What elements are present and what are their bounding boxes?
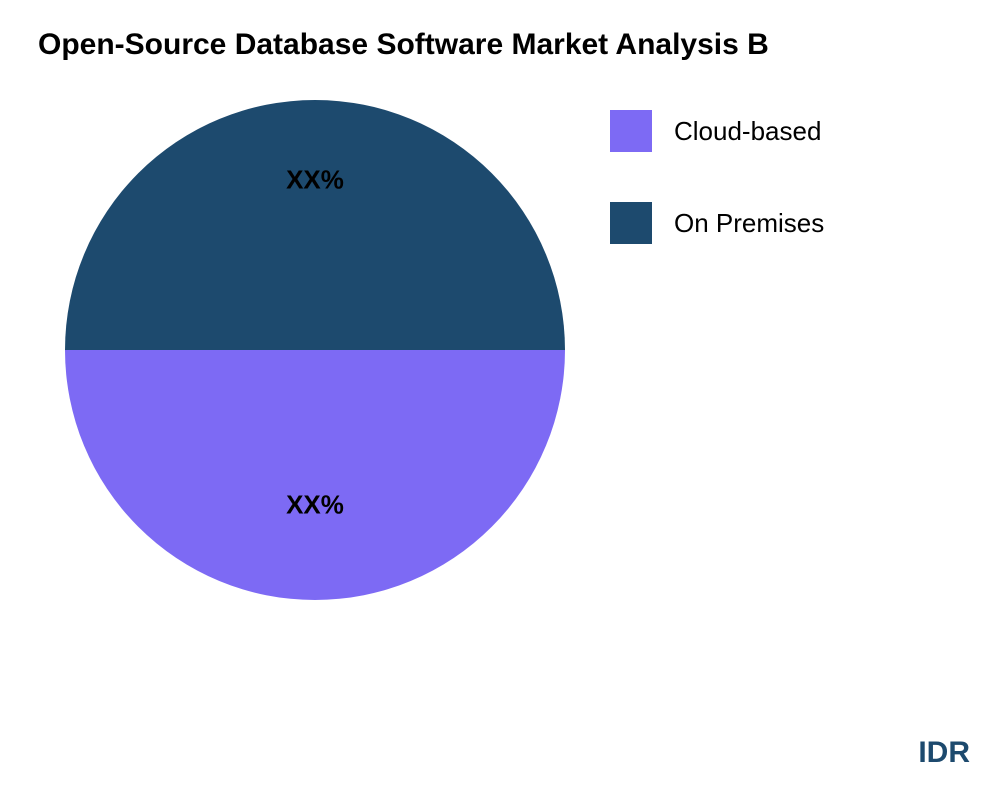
legend-swatch-1 bbox=[610, 202, 652, 244]
pie-chart: XX% XX% bbox=[65, 100, 565, 600]
legend-label-1: On Premises bbox=[674, 208, 824, 239]
footer-text: IDR bbox=[918, 736, 970, 770]
legend-item-1: On Premises bbox=[610, 202, 824, 244]
chart-title: Open-Source Database Software Market Ana… bbox=[38, 28, 769, 62]
legend-item-0: Cloud-based bbox=[610, 110, 824, 152]
legend-swatch-0 bbox=[610, 110, 652, 152]
slice-label-0: XX% bbox=[286, 165, 344, 196]
legend-label-0: Cloud-based bbox=[674, 116, 821, 147]
slice-label-1: XX% bbox=[286, 490, 344, 521]
chart-legend: Cloud-based On Premises bbox=[610, 110, 824, 294]
